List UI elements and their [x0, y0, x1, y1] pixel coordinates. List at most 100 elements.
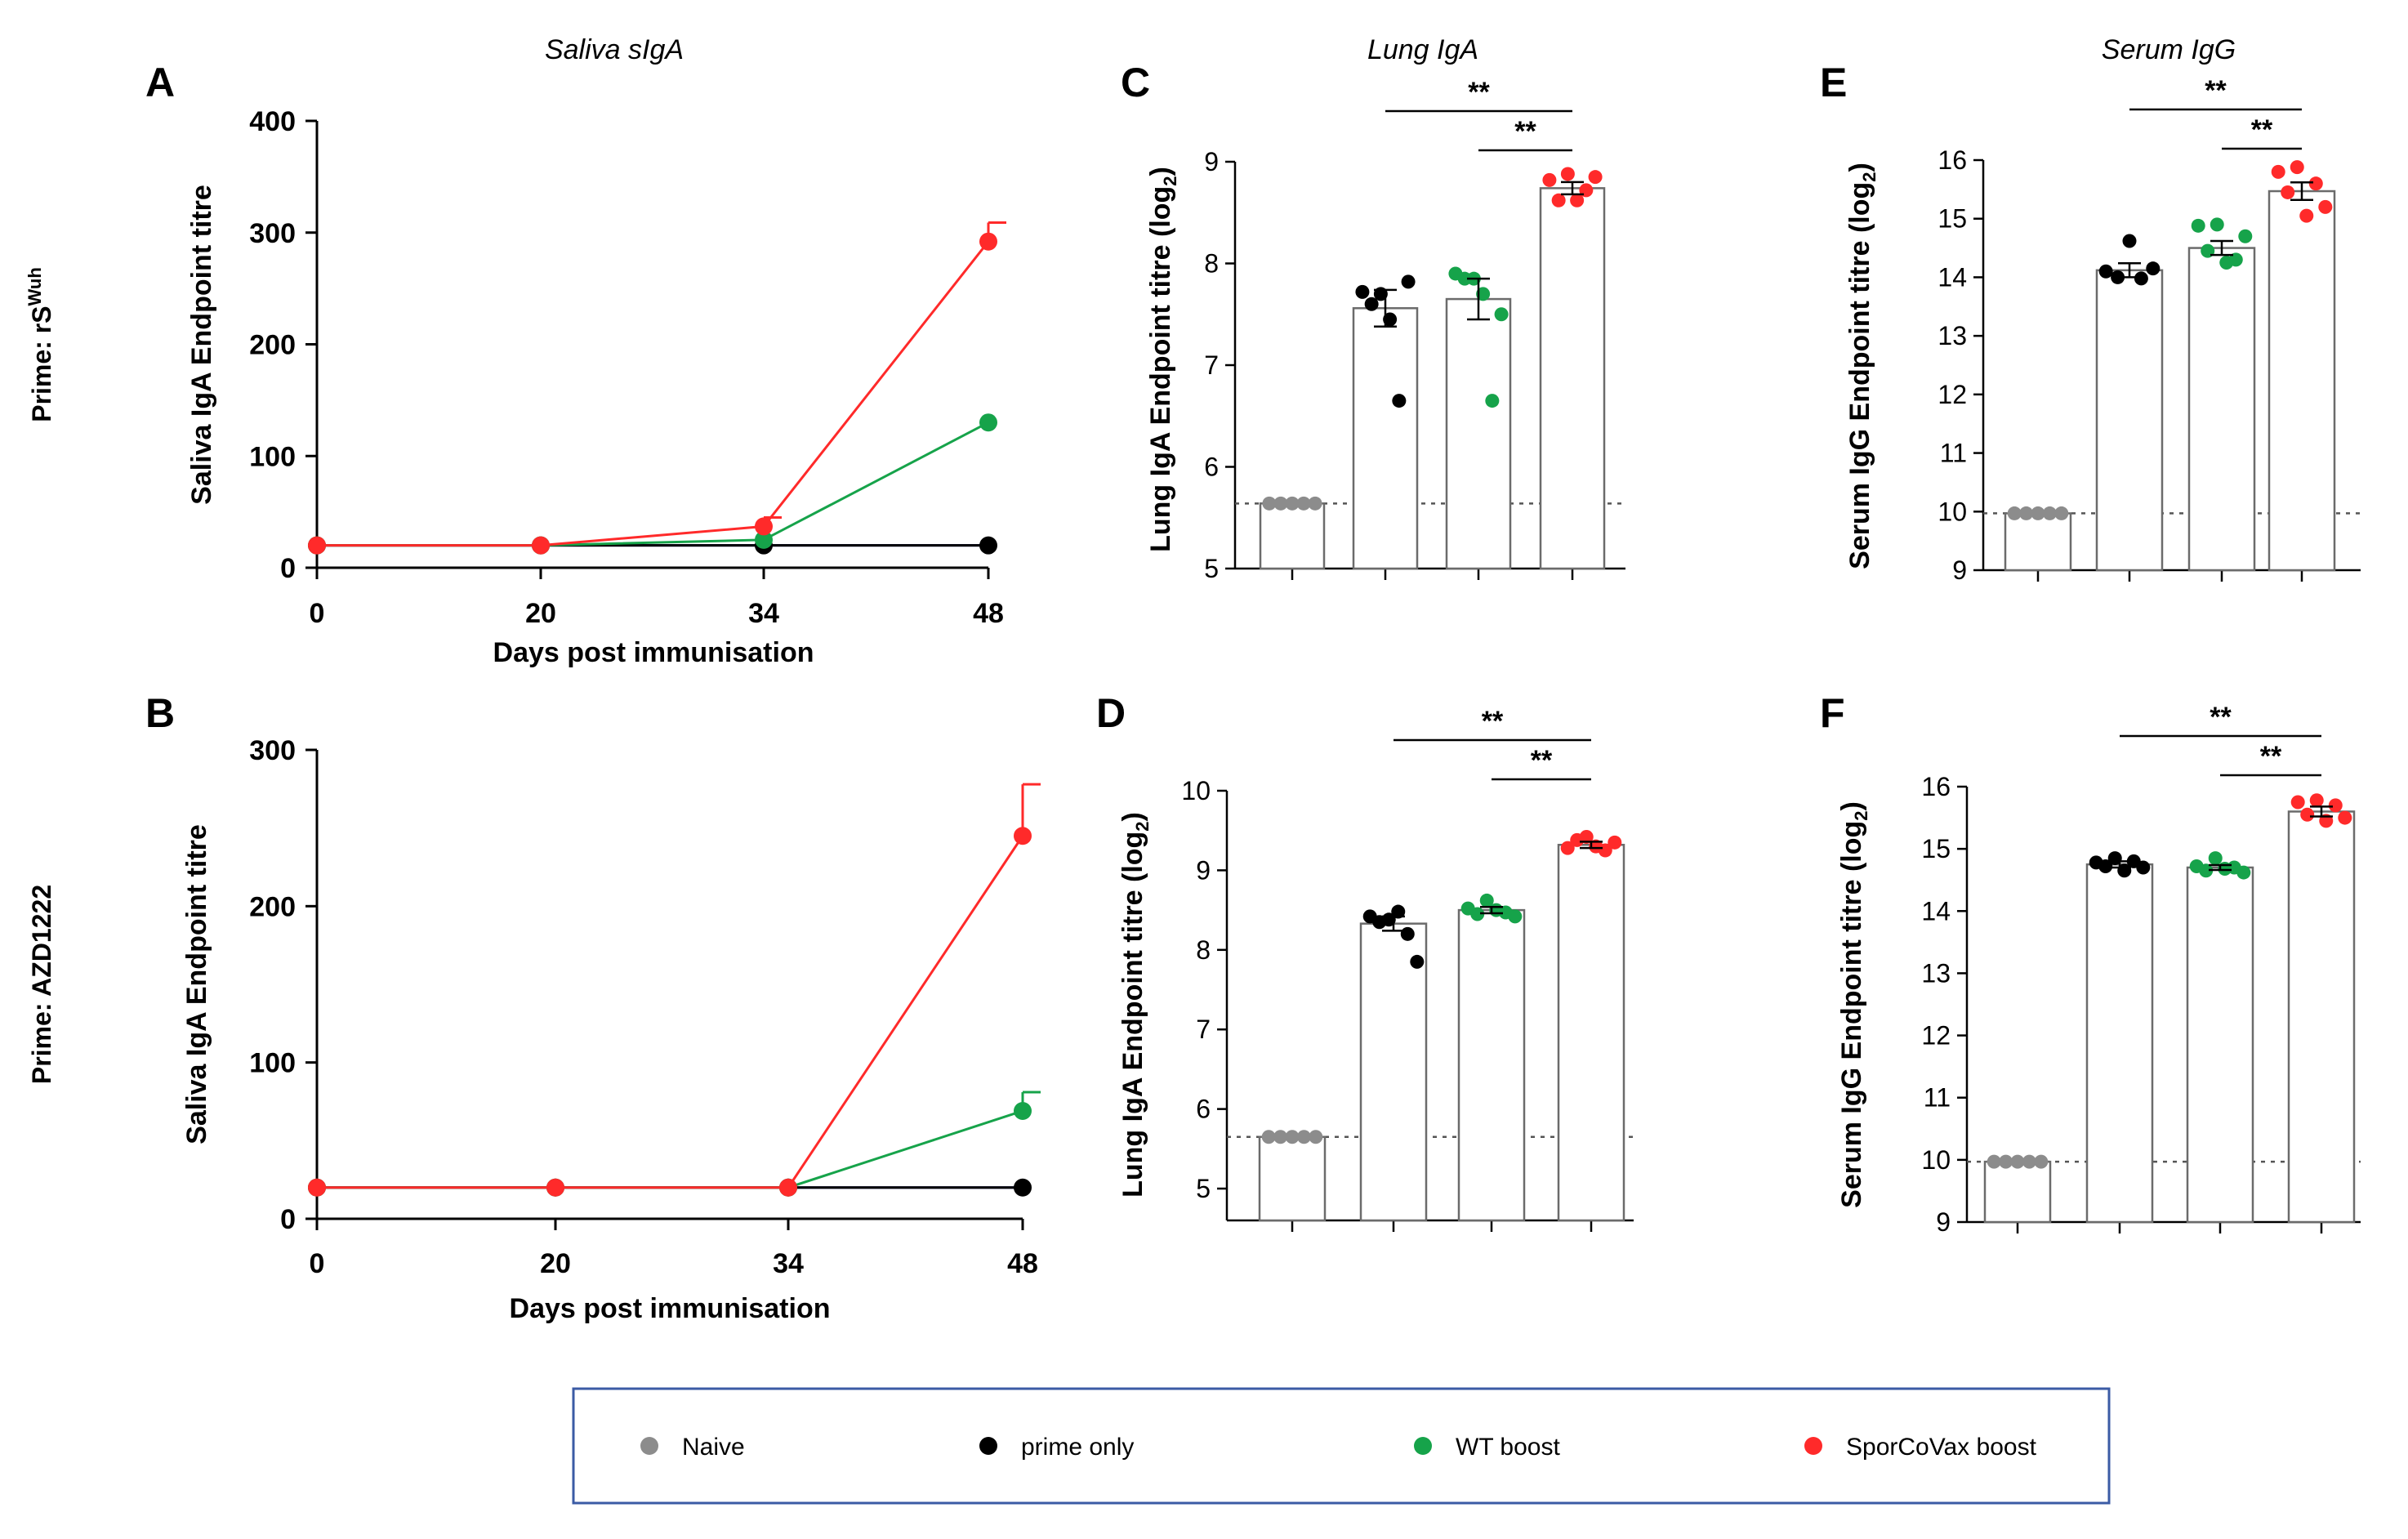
data-point	[2054, 506, 2069, 520]
panel-letter: C	[1121, 60, 1150, 105]
y-axis-label-subscript: 2	[1851, 810, 1871, 820]
data-point	[2309, 793, 2324, 808]
x-tick-label: 34	[748, 598, 779, 629]
y-tick-label: 10	[1181, 776, 1211, 805]
significance-label: **	[1514, 116, 1536, 147]
bar-panel-D: D Lung IgA Endpoint titre (log2) 5 6 7 8 9 10 **…	[1096, 690, 1634, 1232]
data-point	[2238, 229, 2253, 243]
data-point	[1014, 1101, 1032, 1120]
bar-wt-boost	[1457, 908, 1526, 1222]
data-point	[1508, 909, 1523, 924]
y-tick-label: 6	[1196, 1095, 1211, 1124]
data-point	[2228, 252, 2243, 267]
y-tick-label: 7	[1204, 350, 1219, 380]
y-tick-label: 16	[1938, 145, 1967, 175]
y-tick-label: 14	[1938, 262, 1967, 292]
series-line-wt-boost	[317, 421, 989, 547]
data-point	[2281, 185, 2295, 199]
data-point	[1014, 827, 1032, 845]
y-tick-label: 14	[1921, 896, 1951, 926]
y-tick-label: 15	[1938, 204, 1967, 234]
data-point	[1296, 496, 1311, 511]
line-panel-B: B Prime: AZD1222 Saliva IgA Endpoint titre…	[27, 690, 1041, 1324]
data-point	[2022, 1154, 2036, 1169]
significance-label: **	[1531, 745, 1553, 776]
row-label: Prime: rSWuh	[25, 267, 56, 422]
x-tick-label: 0	[310, 1248, 325, 1279]
data-point	[1485, 394, 1500, 408]
y-tick-label: 8	[1204, 249, 1219, 279]
data-point	[1598, 843, 1612, 858]
data-point	[1296, 1130, 1311, 1144]
x-tick-label: 20	[525, 598, 556, 629]
y-axis-label-end: )	[1117, 812, 1148, 821]
data-point	[1308, 496, 1322, 511]
y-tick-label: 100	[249, 441, 296, 472]
data-point	[2290, 160, 2304, 175]
data-point	[2208, 851, 2223, 866]
data-point	[1987, 1154, 2001, 1169]
legend-marker	[640, 1437, 658, 1455]
bar-sporcovax-boost	[1539, 187, 1606, 570]
y-axis-label-end: )	[1145, 167, 1176, 176]
y-tick-label: 16	[1921, 772, 1951, 801]
data-point	[979, 536, 997, 555]
y-axis-label: Saliva IgA Endpoint titre	[186, 185, 217, 505]
y-axis-label-text: Serum IgG Endpoint titre (log	[1844, 182, 1875, 569]
data-point	[2271, 164, 2285, 179]
panel-title: Saliva sIgA	[545, 34, 684, 65]
significance-label: **	[2210, 702, 2232, 733]
data-point	[1285, 496, 1300, 511]
panel-letter: A	[145, 60, 175, 105]
data-point	[1273, 496, 1288, 511]
bar-panel-F: F Serum IgG Endpoint titre (log2) 9 10 11 12 1…	[1820, 690, 2361, 1237]
bar-sporcovax-boost	[1557, 843, 1625, 1222]
y-tick-label: 9	[1952, 555, 1967, 585]
data-point	[2134, 271, 2148, 286]
legend-item: WT boost	[1414, 1434, 1560, 1461]
bar-wt-boost	[1445, 297, 1512, 570]
y-tick-label: 12	[1921, 1021, 1951, 1051]
x-tick-label: 0	[310, 598, 325, 629]
row-label-text: Prime: AZD1222	[27, 885, 56, 1084]
y-axis-label-subscript: 2	[1160, 176, 1180, 185]
data-point	[2338, 810, 2352, 825]
data-point	[1551, 193, 1566, 207]
legend-label: SporCoVax boost	[1846, 1434, 2037, 1461]
data-point	[308, 536, 326, 555]
bar-naive	[1258, 1135, 1327, 1222]
y-axis-label-text: Lung IgA Endpoint titre (log	[1145, 186, 1176, 552]
data-point	[2308, 176, 2323, 191]
data-point	[2111, 270, 2125, 284]
data-point	[2191, 218, 2205, 233]
y-tick-label: 12	[1938, 380, 1967, 409]
y-axis-label-end: )	[1836, 801, 1867, 810]
y-tick-label: 15	[1921, 834, 1951, 863]
y-tick-label: 10	[1921, 1145, 1951, 1175]
significance-label: **	[2205, 75, 2227, 106]
data-point	[2122, 234, 2137, 248]
data-point	[2290, 795, 2305, 810]
y-tick-label: 5	[1204, 554, 1219, 583]
data-point	[546, 1178, 564, 1197]
legend-marker	[979, 1437, 997, 1455]
bar-prime-only	[1352, 307, 1419, 570]
data-point	[2328, 798, 2343, 813]
data-point	[1570, 193, 1585, 207]
data-point	[979, 232, 997, 251]
y-tick-label: 9	[1196, 855, 1211, 885]
y-axis-label: Lung IgA Endpoint titre (log2)	[1145, 167, 1180, 552]
y-tick-label: 13	[1938, 321, 1967, 350]
data-point	[2034, 1154, 2049, 1169]
data-point	[2098, 264, 2113, 279]
panel-title: Serum IgG	[2102, 34, 2236, 65]
y-tick-label: 9	[1204, 147, 1219, 176]
data-point	[1608, 835, 1622, 850]
line-panel-A: A Saliva sIgA Prime: rSWuh Saliva IgA Endpo…	[25, 34, 1006, 668]
data-point	[1261, 1130, 1276, 1144]
y-tick-label: 5	[1196, 1174, 1211, 1203]
series-line-wt-boost	[317, 1109, 1023, 1189]
data-point	[1262, 496, 1277, 511]
legend-item: Naive	[640, 1434, 745, 1461]
